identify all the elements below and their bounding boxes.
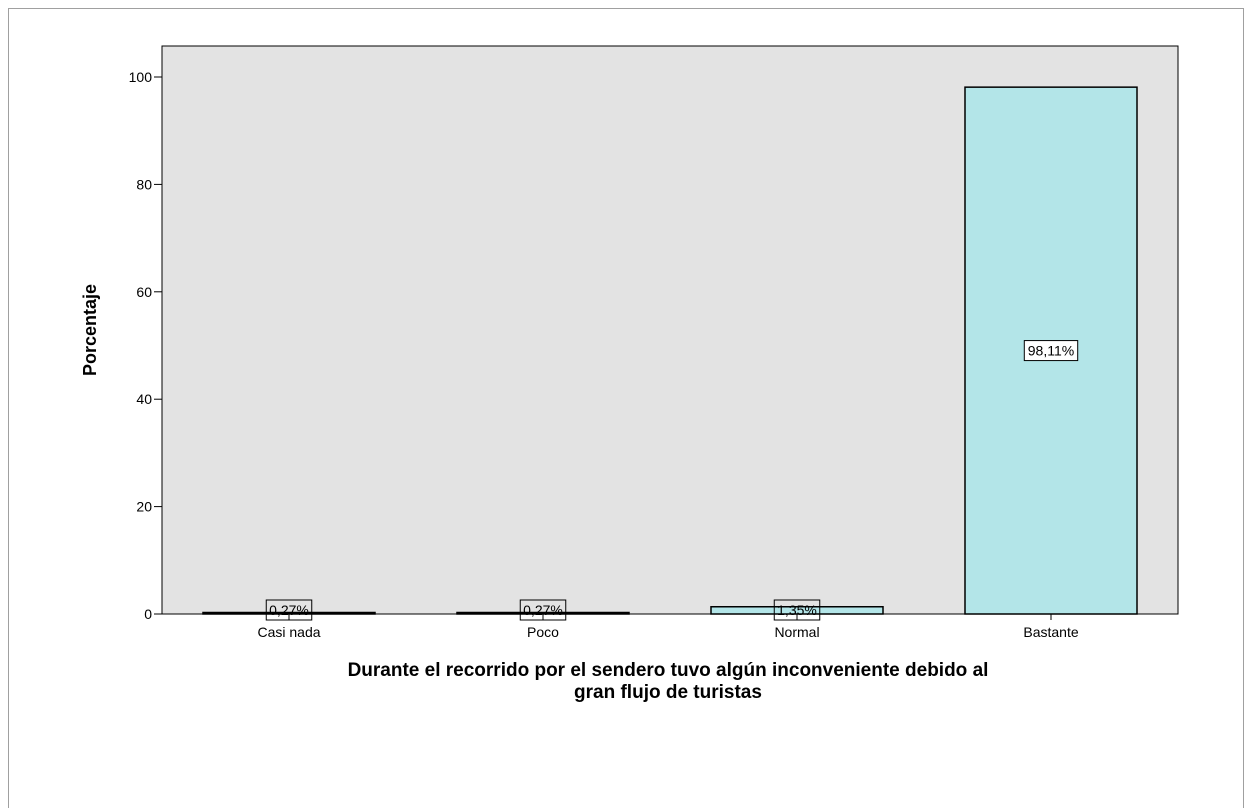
chart-frame — [8, 8, 1244, 808]
x-axis-title-line-1: Durante el recorrido por el sendero tuvo… — [348, 660, 989, 681]
y-axis-title: Porcentaje — [80, 284, 100, 376]
bars: 0,27% 0,27% 1,35% 98,11% — [202, 86, 1138, 621]
data-label: 0,27% — [269, 602, 309, 618]
data-label-box — [1023, 340, 1079, 362]
y-tick-label: 100 — [129, 69, 153, 85]
x-axis: Casi nada Poco Normal Bastante — [257, 614, 1079, 640]
category-label: Poco — [527, 624, 559, 640]
category-label: Normal — [774, 624, 819, 640]
y-tick-label: 60 — [136, 284, 152, 300]
y-tick-label: 0 — [144, 606, 152, 622]
y-axis: 0 20 40 60 80 100 — [129, 69, 162, 622]
category-label: Casi nada — [257, 624, 320, 640]
data-label: 1,35% — [777, 602, 817, 618]
data-label: 98,11% — [1028, 343, 1074, 359]
y-tick-label: 80 — [136, 176, 152, 192]
y-tick-label: 40 — [136, 391, 152, 407]
data-label: 0,27% — [523, 602, 563, 618]
category-label: Bastante — [1023, 624, 1078, 640]
y-tick-label: 20 — [136, 499, 152, 515]
x-axis-title-line-2: gran flujo de turistas — [574, 682, 762, 703]
